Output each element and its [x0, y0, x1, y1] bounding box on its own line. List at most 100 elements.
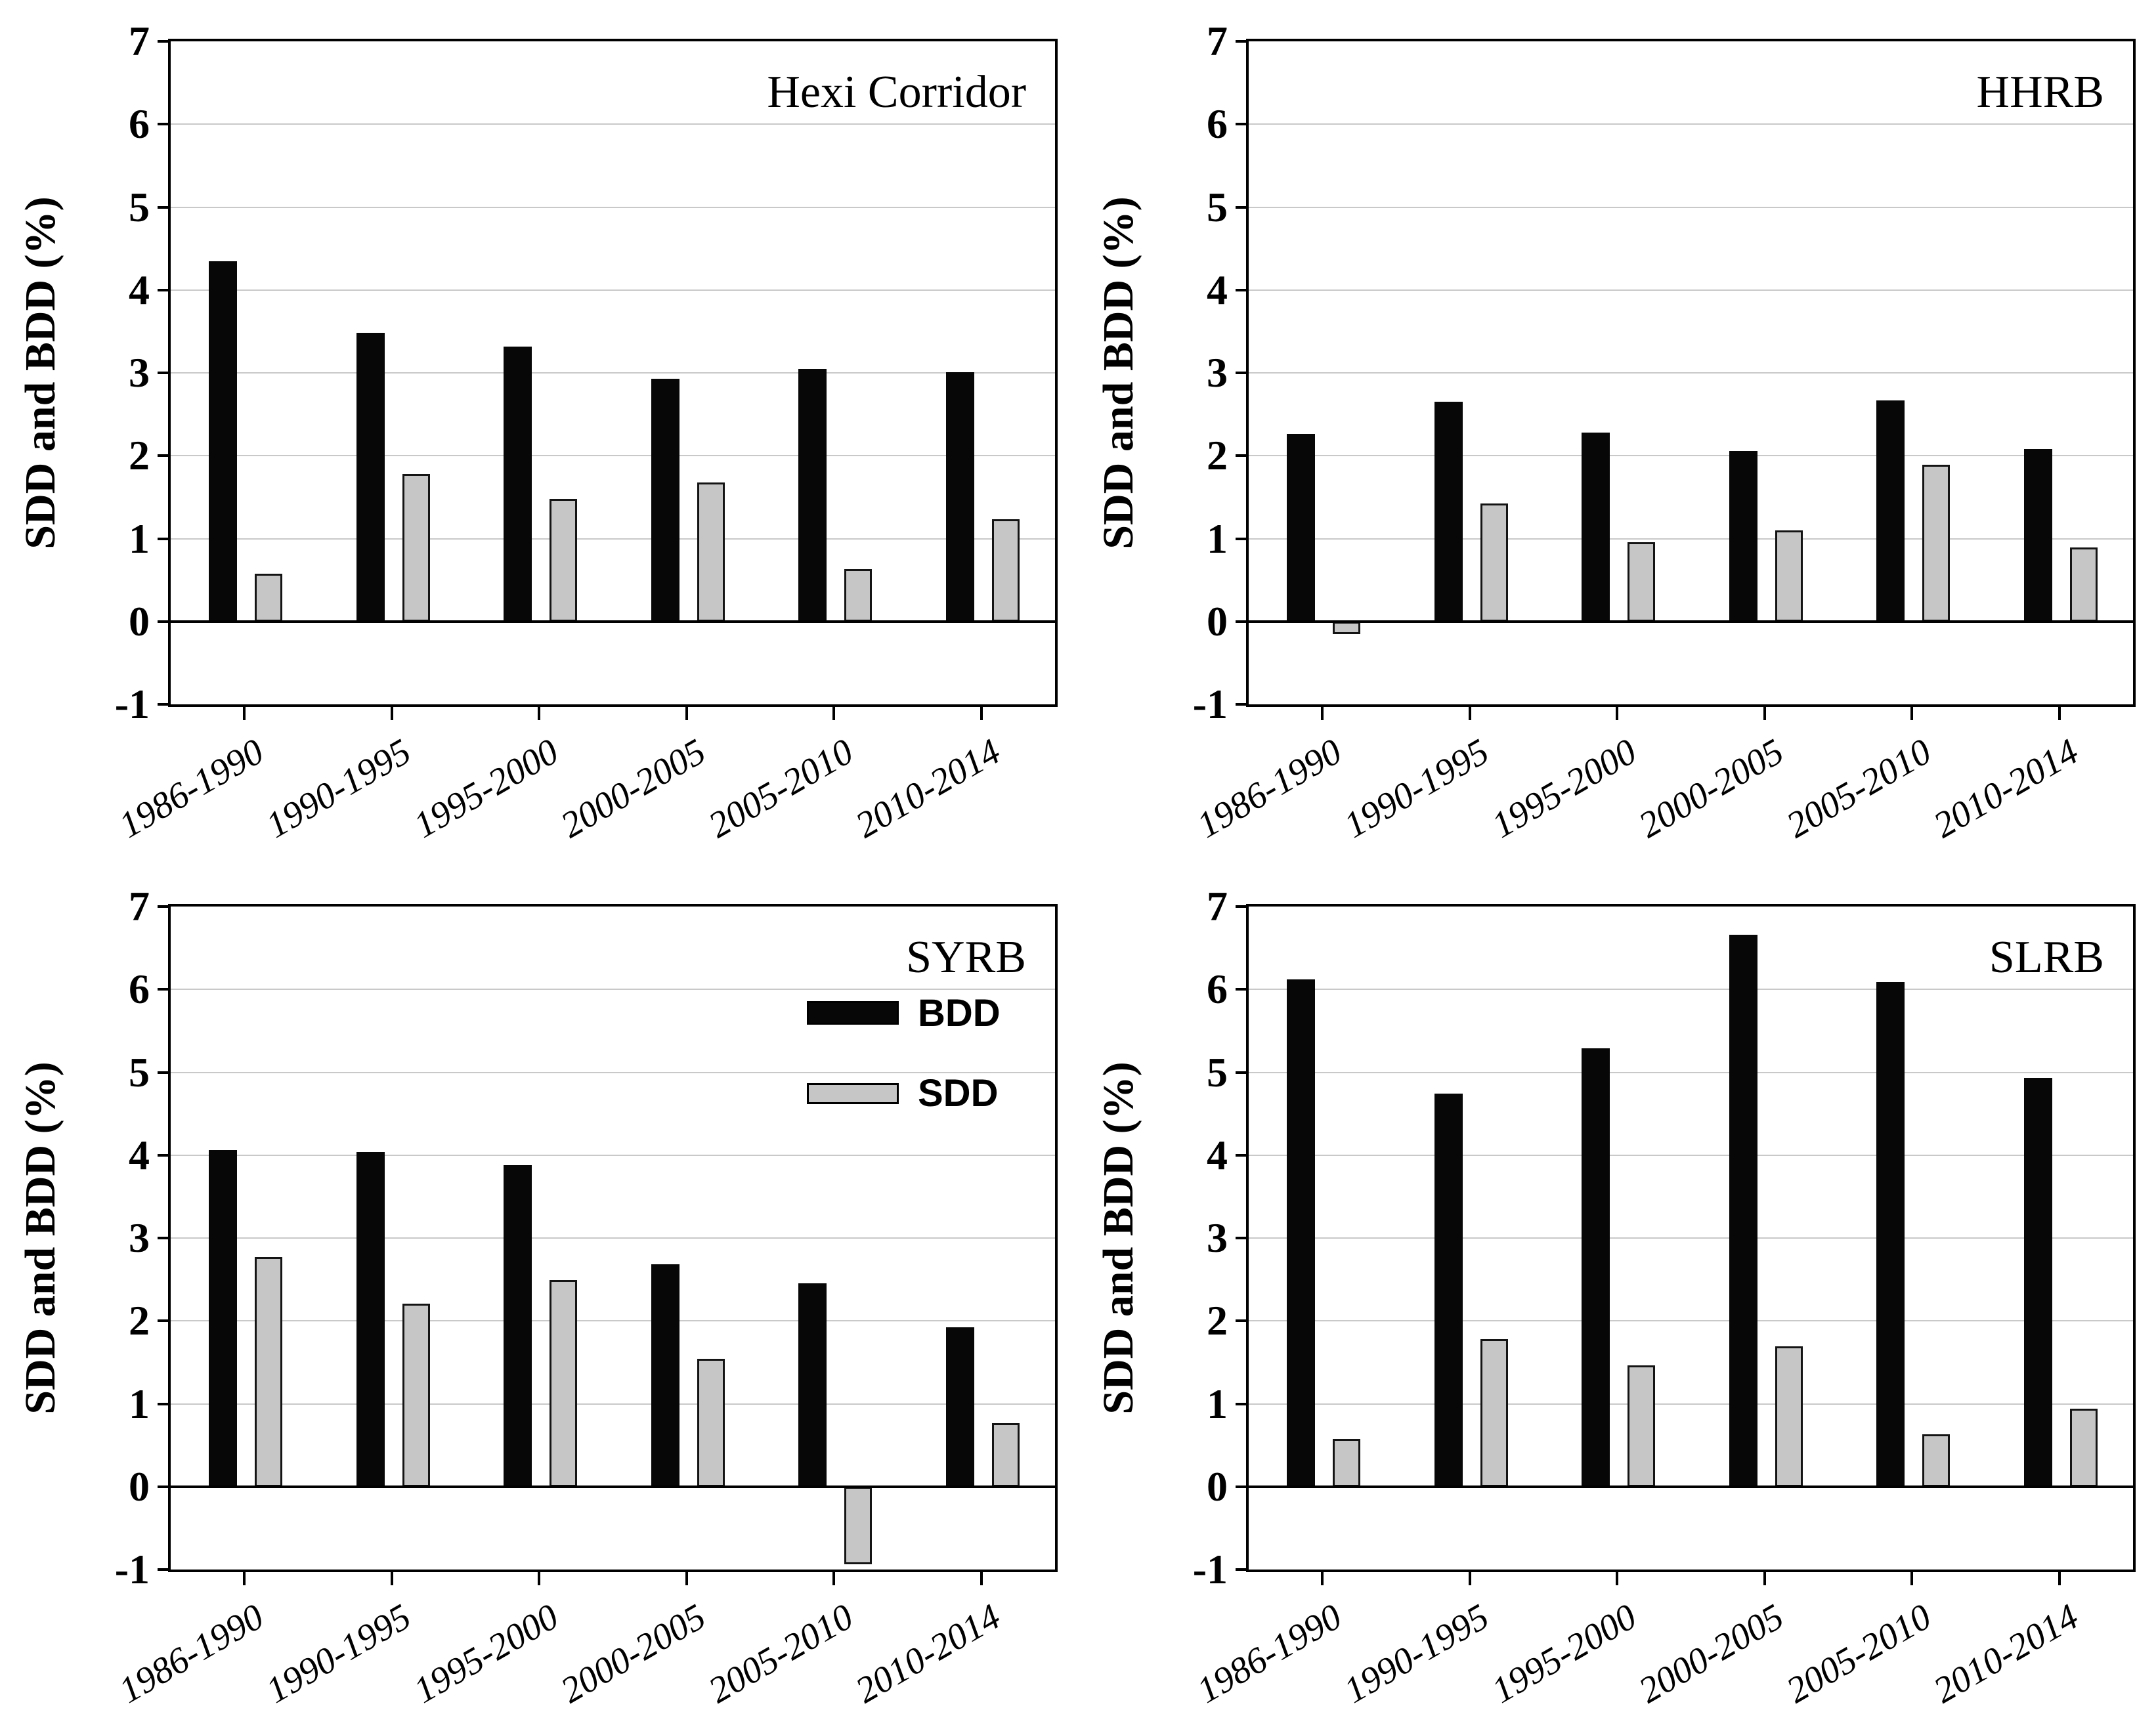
- bar-sdd: [1775, 530, 1803, 622]
- zero-axis-line: [1249, 620, 2133, 623]
- y-tick-mark: [158, 1153, 171, 1157]
- x-tick-label: 1990-1995: [259, 1596, 418, 1711]
- bar-sdd: [1628, 542, 1656, 622]
- y-tick-mark: [158, 703, 171, 706]
- y-tick-mark: [158, 40, 171, 43]
- x-tick-mark: [980, 707, 983, 720]
- bar-bdd: [504, 1165, 532, 1487]
- bar-sdd: [1480, 503, 1508, 622]
- x-tick-label: 1995-2000: [406, 1596, 565, 1711]
- y-tick-mark: [158, 905, 171, 908]
- y-tick-label: 5: [129, 183, 150, 230]
- y-axis-label: SDD and BDD (%): [16, 1061, 64, 1415]
- gridline: [1249, 123, 2133, 125]
- legend-label-sdd: SDD: [918, 1072, 999, 1115]
- y-tick-mark: [1236, 1153, 1249, 1157]
- y-tick-label: 5: [1207, 183, 1228, 230]
- gridline: [171, 289, 1055, 291]
- y-tick-mark: [158, 205, 171, 209]
- y-tick-label: 3: [1207, 1214, 1228, 1261]
- bar-bdd: [1876, 400, 1905, 622]
- x-tick-label: 1990-1995: [1337, 731, 1496, 846]
- y-tick-mark: [1236, 620, 1249, 623]
- bar-bdd: [356, 1151, 385, 1487]
- y-tick-label: 0: [1207, 597, 1228, 645]
- panel-hhrb: 7 6 5 4 3 2 1 0 -1 1986-1990 1990-1995 1995-2000 200…: [1078, 0, 2156, 865]
- gridline: [1249, 289, 2133, 291]
- gridline: [171, 989, 1055, 991]
- x-tick-mark: [243, 1572, 246, 1585]
- y-tick-mark: [158, 454, 171, 458]
- y-tick-label: 3: [129, 1214, 150, 1261]
- x-tick-mark: [538, 707, 541, 720]
- gridline: [171, 1237, 1055, 1239]
- gridline: [171, 372, 1055, 374]
- bar-sdd: [2069, 1409, 2098, 1487]
- x-tick-mark: [980, 1572, 983, 1585]
- gridline: [1249, 1403, 2133, 1405]
- y-tick-mark: [1236, 703, 1249, 706]
- x-tick-label: 2005-2010: [1779, 731, 1938, 846]
- y-axis-label: SDD and BDD (%): [1094, 1061, 1142, 1415]
- x-tick-mark: [1763, 1572, 1766, 1585]
- y-tick-mark: [158, 1237, 171, 1239]
- x-tick-mark: [832, 707, 836, 720]
- y-tick-mark: [1236, 40, 1249, 43]
- x-tick-mark: [685, 707, 688, 720]
- bar-sdd: [402, 474, 430, 622]
- x-tick-label: 1986-1990: [112, 731, 270, 846]
- x-tick-label: 2000-2005: [1632, 1596, 1791, 1711]
- y-tick-label: 1: [129, 515, 150, 562]
- y-tick-label: 5: [129, 1048, 150, 1096]
- bar-sdd: [1480, 1339, 1508, 1487]
- bar-sdd: [844, 1486, 873, 1565]
- y-tick-label: 7: [1207, 18, 1228, 64]
- x-tick-label: 1986-1990: [112, 1596, 270, 1711]
- x-tick-label: 1986-1990: [1190, 731, 1348, 846]
- bar-sdd: [697, 1359, 725, 1487]
- legend-swatch-sdd: [807, 1083, 899, 1104]
- y-tick-label: 0: [129, 597, 150, 645]
- y-tick-label: 2: [1207, 1297, 1228, 1344]
- zero-axis-line: [1249, 1485, 2133, 1488]
- y-tick-mark: [1236, 372, 1249, 374]
- zero-axis-line: [171, 1485, 1055, 1488]
- x-tick-mark: [1910, 707, 1914, 720]
- y-tick-mark: [158, 123, 171, 126]
- x-tick-mark: [2058, 1572, 2061, 1585]
- bar-bdd: [209, 261, 238, 622]
- x-tick-mark: [390, 707, 393, 720]
- y-tick-label: 7: [129, 18, 150, 64]
- panel-title: SLRB: [1989, 932, 2104, 983]
- y-tick-mark: [158, 537, 171, 540]
- gridline: [171, 1071, 1055, 1073]
- x-tick-mark: [538, 1572, 541, 1585]
- gridline: [171, 1154, 1055, 1156]
- bar-bdd: [504, 346, 532, 622]
- y-tick-mark: [158, 288, 171, 291]
- y-tick-label: 1: [1207, 515, 1228, 562]
- y-tick-label: 6: [129, 966, 150, 1013]
- x-tick-label: 2010-2014: [849, 1596, 1008, 1711]
- bar-sdd: [402, 1303, 430, 1487]
- bar-bdd: [1287, 979, 1316, 1487]
- x-tick-mark: [685, 1572, 688, 1585]
- y-tick-label: 4: [129, 1131, 150, 1178]
- bar-bdd: [651, 378, 679, 622]
- y-tick-label: 1: [129, 1380, 150, 1427]
- y-tick-label: 3: [129, 349, 150, 396]
- bar-sdd: [1628, 1365, 1656, 1487]
- panel-title: SYRB: [906, 932, 1026, 983]
- gridline: [1249, 206, 2133, 208]
- bar-sdd: [255, 1257, 283, 1487]
- y-tick-mark: [1236, 454, 1249, 458]
- y-tick-label: 1: [1207, 1380, 1228, 1427]
- y-tick-mark: [158, 1485, 171, 1488]
- gridline: [1249, 372, 2133, 374]
- bar-bdd: [798, 368, 827, 622]
- x-tick-label: 2010-2014: [1927, 731, 2086, 846]
- x-tick-label: 1990-1995: [1337, 1596, 1496, 1711]
- bar-bdd: [1582, 432, 1610, 622]
- y-tick-mark: [1236, 1319, 1249, 1323]
- panel-hexi-corridor: 7 6 5 4 3 2 1 0 -1 1986-1990 1990-1995 1995-2000 200…: [0, 0, 1078, 865]
